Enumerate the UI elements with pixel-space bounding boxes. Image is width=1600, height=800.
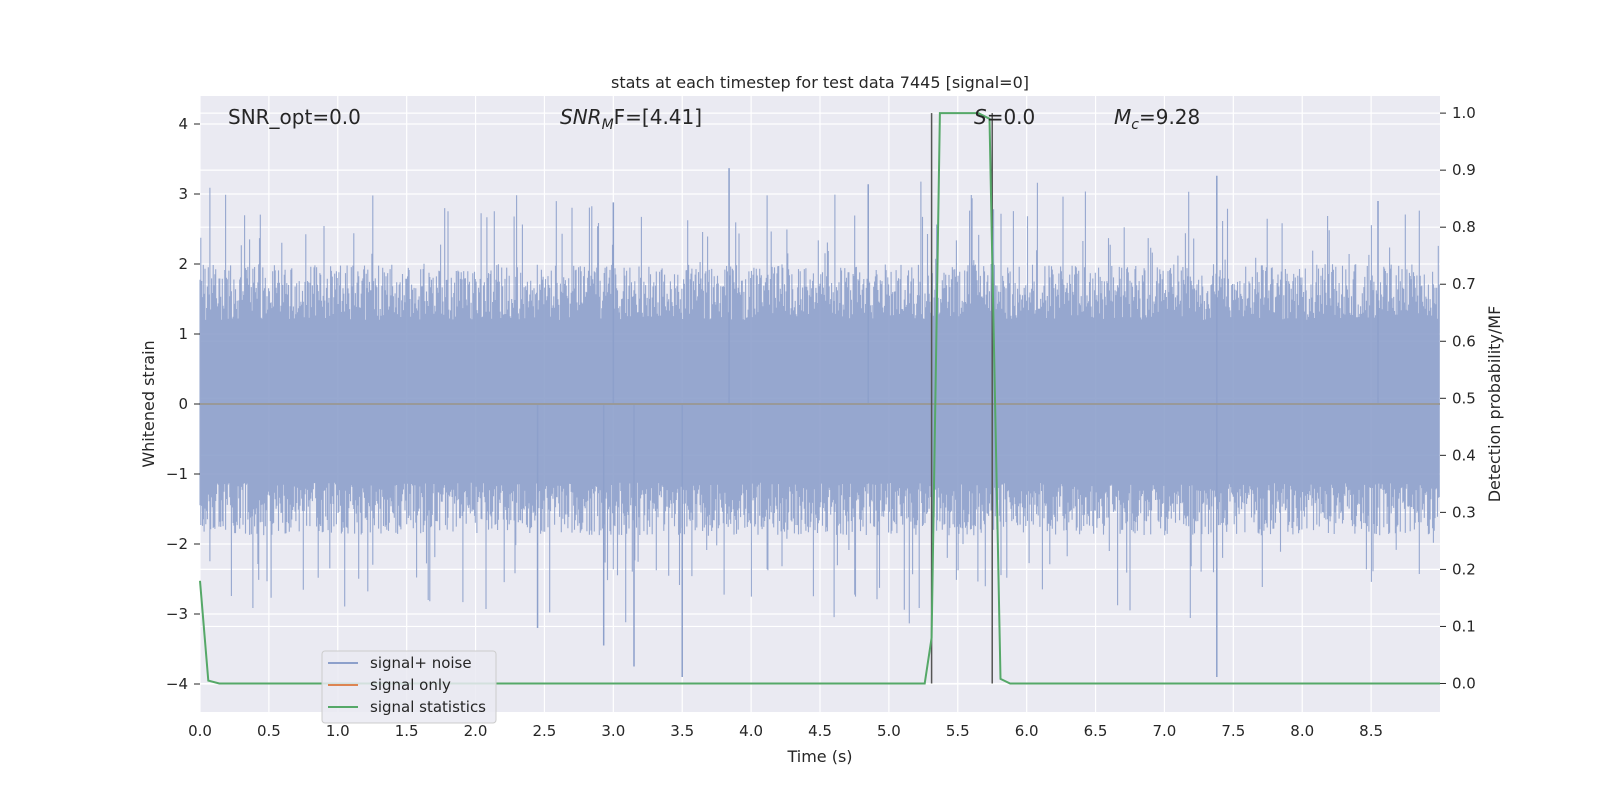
- x-tick-label: 0.5: [257, 722, 281, 740]
- annotation-snr-opt: SNR_opt=0.0: [228, 105, 361, 129]
- x-tick-label: 7.5: [1221, 722, 1245, 740]
- y-right-axis-label: Detection probability/MF: [1485, 306, 1504, 503]
- x-tick-label: 6.0: [1015, 722, 1039, 740]
- y-right-tick-label: 0.4: [1452, 446, 1476, 464]
- statistics-line: [199, 112, 1440, 685]
- y-right-tick-label: 0.9: [1452, 161, 1476, 179]
- legend-label-signal-only: signal only: [370, 676, 451, 694]
- x-axis-label: Time (s): [786, 747, 852, 766]
- y-left-tick-label: 2: [178, 255, 188, 273]
- y-right-tick-label: 0.5: [1452, 389, 1476, 407]
- x-tick-label: 4.0: [739, 722, 763, 740]
- legend-label-signal-statistics: signal statistics: [370, 698, 486, 716]
- y-left-tick-label: 0: [178, 395, 188, 413]
- y-left-tick-label: 4: [178, 115, 188, 133]
- y-right-tick-label: 0.6: [1452, 332, 1476, 350]
- x-tick-label: 2.0: [464, 722, 488, 740]
- y-left-tick-label: 3: [178, 185, 188, 203]
- y-left-tick-label: −3: [166, 605, 188, 623]
- x-tick-label: 3.5: [670, 722, 694, 740]
- y-right-tick-label: 0.1: [1452, 617, 1476, 635]
- y-right-axis-ticks: 0.0 0.1 0.2 0.3 0.4 0.5 0.6 0.7 0.8 0.9 1.0: [1440, 104, 1476, 692]
- series-signal-statistics: [199, 112, 1440, 685]
- x-tick-label: 1.0: [326, 722, 350, 740]
- x-tick-label: 0.0: [188, 722, 212, 740]
- chart-title: stats at each timestep for test data 744…: [611, 73, 1029, 92]
- x-tick-label: 2.5: [533, 722, 557, 740]
- y-right-tick-label: 1.0: [1452, 104, 1476, 122]
- legend-box: [321, 650, 497, 724]
- x-axis-ticks: 0.0 0.5 1.0 1.5 2.0 2.5 3.0 3.5 4.0 4.5 5.0 5.5 6.0 6…: [188, 722, 1383, 740]
- y-right-tick-label: 0.2: [1452, 560, 1476, 578]
- x-tick-label: 5.0: [877, 722, 901, 740]
- x-tick-label: 8.5: [1359, 722, 1383, 740]
- x-tick-label: 6.5: [1084, 722, 1108, 740]
- y-right-tick-label: 0.8: [1452, 218, 1476, 236]
- legend: signal+ noise signal only signal statist…: [321, 650, 497, 724]
- annotation-s: S=0.0: [974, 105, 1035, 129]
- y-left-tick-label: −4: [166, 675, 188, 693]
- y-right-tick-label: 0.0: [1452, 674, 1476, 692]
- x-tick-label: 7.0: [1153, 722, 1177, 740]
- x-tick-label: 3.0: [601, 722, 625, 740]
- y-left-axis-label: Whitened strain: [139, 340, 158, 467]
- x-tick-label: 8.0: [1290, 722, 1314, 740]
- x-tick-label: 5.5: [946, 722, 970, 740]
- annotation-mc: Mc=9.28: [1114, 105, 1200, 133]
- y-left-axis-ticks: −4 −3 −2 −1 0 1 2 3 4: [166, 115, 200, 693]
- y-left-tick-label: 1: [178, 325, 188, 343]
- legend-label-signal-noise: signal+ noise: [370, 654, 472, 672]
- y-left-tick-label: −2: [166, 535, 188, 553]
- x-tick-label: 1.5: [395, 722, 419, 740]
- x-tick-label: 4.5: [808, 722, 832, 740]
- y-right-tick-label: 0.3: [1452, 503, 1476, 521]
- annotation-snr-mf: SNRMF=[4.41]: [560, 105, 702, 133]
- series-signal-noise: [199, 168, 1440, 677]
- y-right-tick-label: 0.7: [1452, 275, 1476, 293]
- y-left-tick-label: −1: [166, 465, 188, 483]
